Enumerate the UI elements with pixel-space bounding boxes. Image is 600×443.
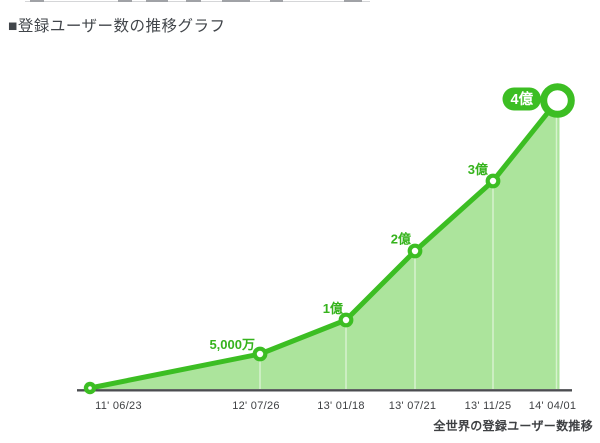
data-point-marker-final	[540, 83, 575, 118]
clipped-text-artifact	[0, 0, 600, 3]
x-tick-label: 12' 07/26	[232, 400, 280, 412]
chart-caption: 全世界の登録ユーザー数推移	[432, 418, 593, 433]
data-label-100m: 1億	[323, 301, 343, 316]
data-point-marker	[252, 346, 268, 362]
x-tick-label: 13' 01/18	[317, 400, 365, 412]
x-tick-label: 11' 06/23	[95, 400, 142, 412]
data-point-marker	[338, 312, 354, 328]
final-value-badge	[502, 87, 541, 111]
page-title: ■登録ユーザー数の推移グラフ	[8, 18, 226, 35]
data-point-marker-core	[88, 386, 92, 390]
x-tick-label: 14' 04/01	[529, 400, 577, 412]
data-label-200m: 2億	[391, 232, 411, 247]
data-point-marker	[407, 243, 423, 259]
area-fill	[90, 100, 560, 389]
data-label-300m: 3億	[468, 162, 488, 177]
trend-line	[87, 98, 560, 391]
final-value-badge-label: 4億	[511, 90, 534, 108]
data-label-50m: 5,000万	[209, 337, 255, 352]
data-point-marker	[485, 173, 501, 189]
x-tick-label: 13' 07/21	[389, 400, 437, 412]
x-tick-label: 13' 11/25	[465, 400, 512, 412]
